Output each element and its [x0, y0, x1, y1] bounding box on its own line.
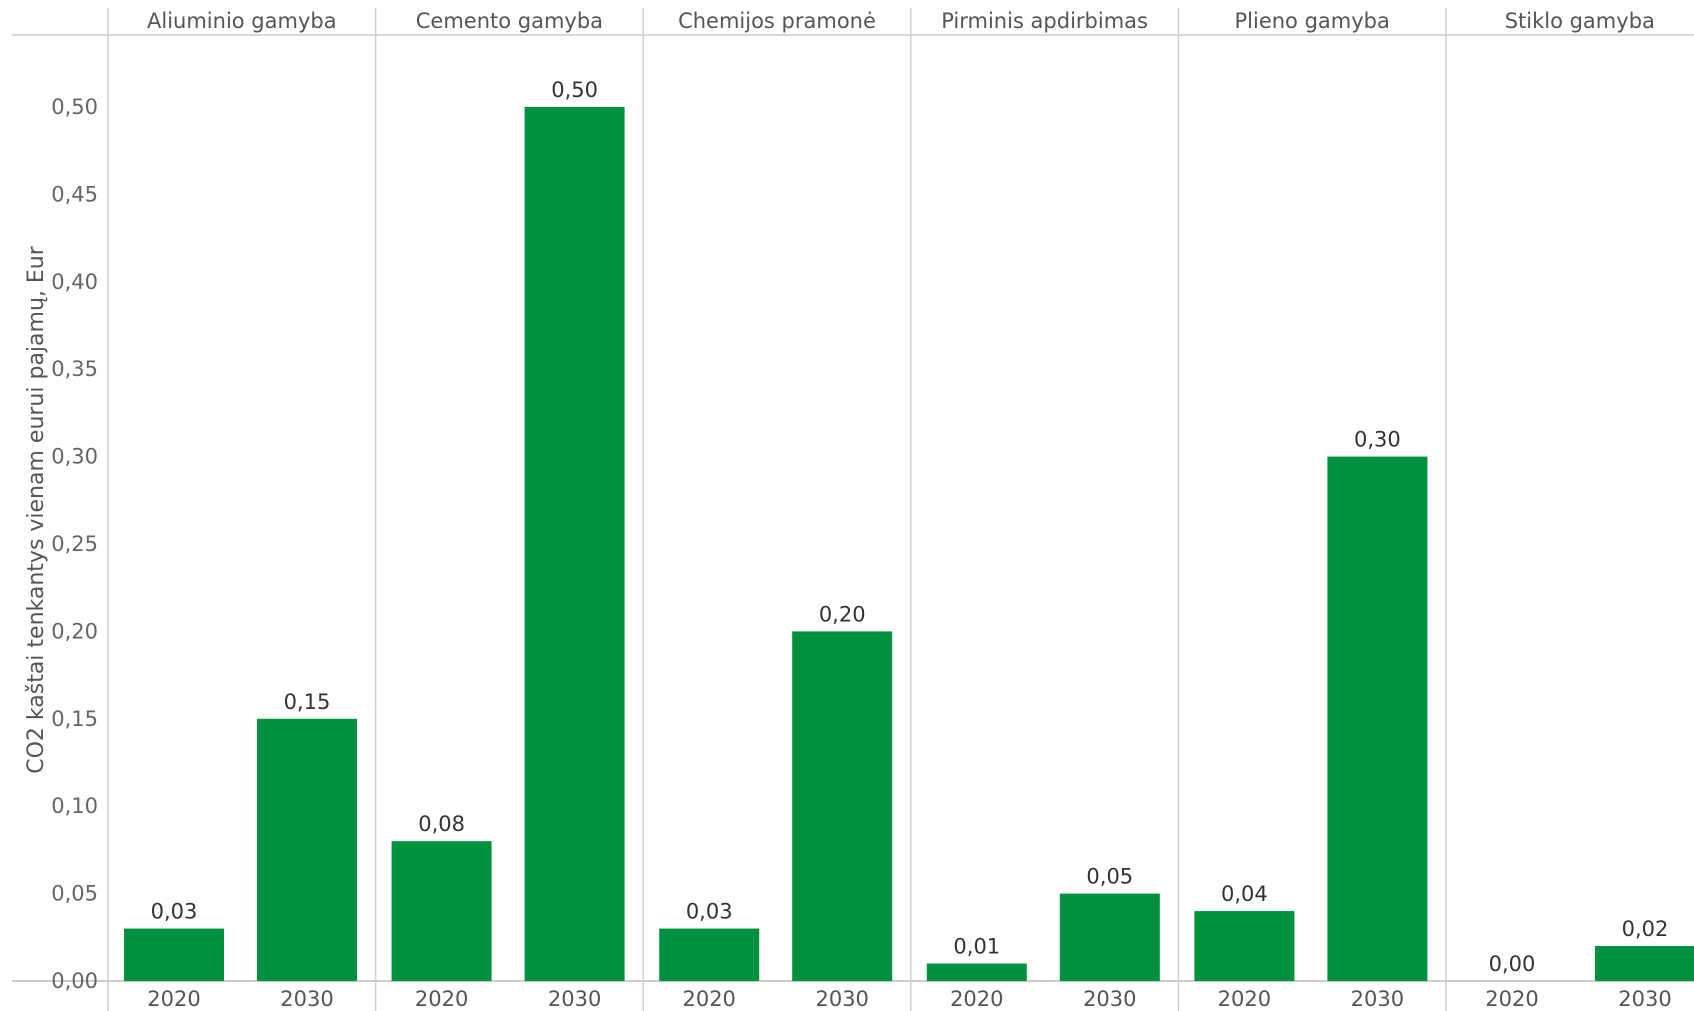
bar [1595, 946, 1694, 981]
data-label: 0,08 [418, 812, 465, 836]
x-tick-label: 2030 [815, 987, 868, 1011]
x-tick-label: 2020 [147, 987, 200, 1011]
bar [792, 631, 893, 981]
panel-layer: Aliuminio gamyba0,0320200,152030Cemento … [107, 8, 1694, 1011]
y-tick-label: 0,30 [51, 445, 98, 469]
x-tick-label: 2020 [950, 987, 1003, 1011]
bar [1059, 893, 1160, 981]
data-label: 0,03 [151, 900, 198, 924]
panel-title: Plieno gamyba [1235, 9, 1390, 33]
y-tick-label: 0,50 [51, 95, 98, 119]
y-axis-title: CO2 kaštai tenkantys vienam eurui pajamų… [24, 245, 49, 773]
y-tick-label: 0,00 [51, 969, 98, 993]
panel-title: Aliuminio gamyba [147, 9, 337, 33]
y-tick-label: 0,45 [51, 182, 98, 206]
bar [257, 718, 357, 981]
y-tick-label: 0,25 [51, 532, 98, 556]
y-tick-label: 0,05 [51, 882, 98, 906]
bar [926, 963, 1027, 981]
data-label: 0,50 [551, 78, 598, 102]
bar [1194, 911, 1295, 981]
x-tick-label: 2030 [1351, 987, 1404, 1011]
x-tick-label: 2020 [1485, 987, 1538, 1011]
data-label: 0,15 [284, 690, 331, 714]
data-label: 0,04 [1221, 882, 1268, 906]
bar [1327, 456, 1428, 982]
data-label: 0,02 [1622, 917, 1669, 941]
x-tick-label: 2030 [1618, 987, 1671, 1011]
data-label: 0,20 [819, 602, 866, 626]
y-tick-label: 0,35 [51, 357, 98, 381]
x-tick-label: 2020 [415, 987, 468, 1011]
panel-2: Cemento gamyba 0,08 2020 0,50 2030 [374, 8, 625, 1011]
panel-title: Cemento gamyba [416, 9, 603, 33]
bar [659, 928, 760, 981]
data-label: 0,00 [1489, 952, 1536, 976]
panel-5: Plieno gamyba 0,04 2020 0,30 2030 [1177, 8, 1428, 1011]
x-tick-label: 2020 [682, 987, 735, 1011]
panel-title: Pirminis apdirbimas [941, 9, 1148, 33]
bar [124, 928, 224, 981]
x-tick-label: 2030 [548, 987, 601, 1011]
panel-6: Stiklo gamyba 0,00 2020 0,02 2030 [1445, 8, 1694, 1011]
y-tick-label: 0,10 [51, 794, 98, 818]
panel-1: Aliuminio gamyba 0,03 2020 0,15 2030 [107, 8, 357, 1011]
panel-3: Chemijos pramonė 0,03 2020 0,20 2030 [642, 8, 893, 1011]
panel-title: Chemijos pramonė [678, 9, 876, 33]
x-tick-label: 2030 [1083, 987, 1136, 1011]
panel-4: Pirminis apdirbimas 0,01 2020 0,05 2030 [910, 8, 1160, 1011]
y-tick-label: 0,40 [51, 270, 98, 294]
data-label: 0,03 [686, 900, 733, 924]
y-tick-label: 0,15 [51, 707, 98, 731]
data-label: 0,01 [953, 935, 1000, 959]
panel-title: Stiklo gamyba [1505, 9, 1655, 33]
bar [391, 841, 492, 981]
data-label: 0,30 [1354, 428, 1401, 452]
y-tick-label: 0,20 [51, 619, 98, 643]
x-tick-label: 2030 [280, 987, 333, 1011]
bar [524, 107, 625, 981]
x-tick-label: 2020 [1218, 987, 1271, 1011]
data-label: 0,05 [1086, 865, 1133, 889]
